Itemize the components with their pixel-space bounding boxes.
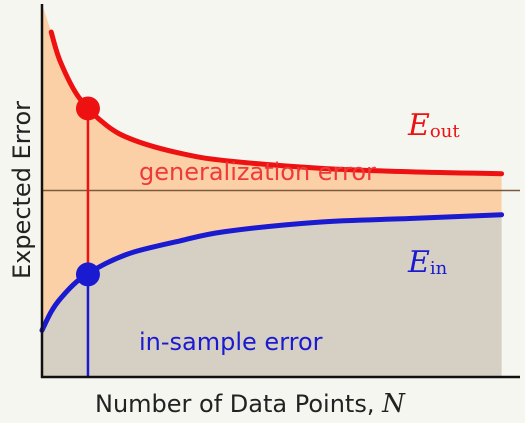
in-sample-error-label: in-sample error: [139, 328, 323, 356]
data-point-e-in: [75, 262, 100, 287]
x-axis-title-main: Number of Data Points,: [95, 390, 382, 418]
series-label-e-out: Eout: [407, 108, 460, 143]
x-axis-title: Number of Data Points, N: [95, 389, 406, 419]
series-label-e-in-sub: in: [430, 258, 448, 279]
series-label-e-in-main: E: [407, 245, 430, 280]
data-point-e-out: [75, 96, 100, 121]
series-label-e-in: Ein: [407, 245, 448, 280]
series-label-e-out-sub: out: [430, 121, 460, 142]
generalization-error-label: generalization error: [139, 158, 376, 186]
series-label-e-out-main: E: [407, 108, 430, 143]
y-axis-title: Expected Error: [8, 101, 36, 279]
in-sample-error-region: [42, 214, 502, 377]
series-line-e-in: [39, 212, 505, 333]
series-line-e-out: [48, 29, 505, 177]
x-axis-title-var: N: [381, 389, 406, 419]
